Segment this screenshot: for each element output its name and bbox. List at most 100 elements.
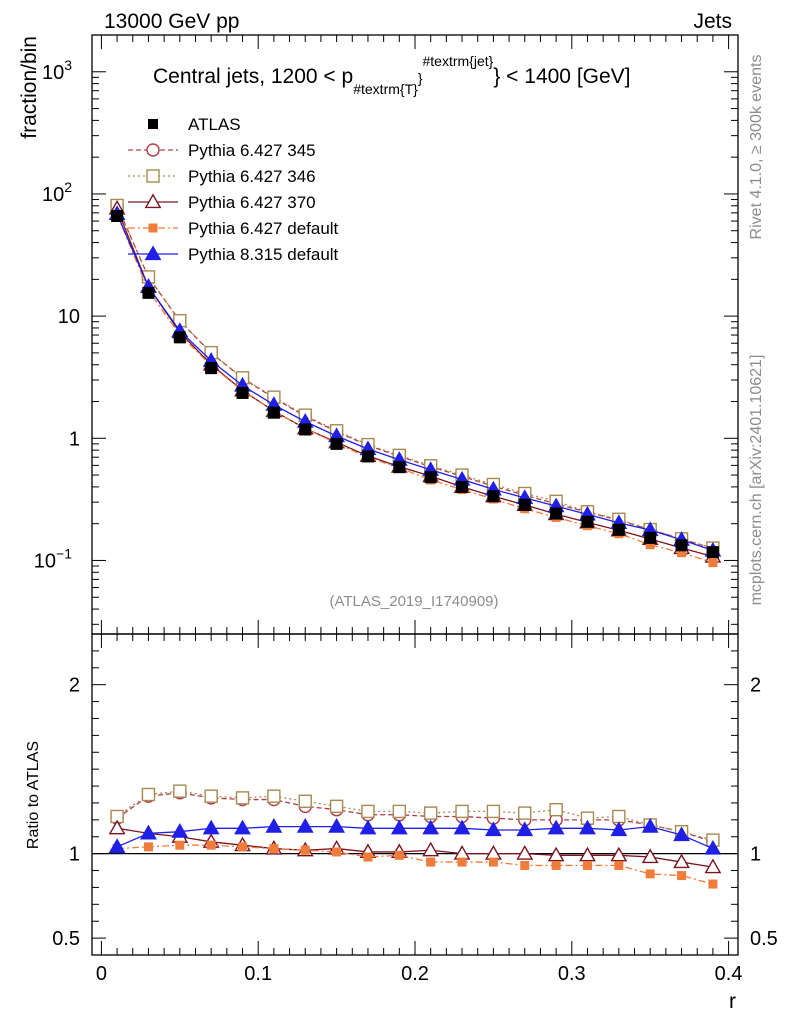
series-point-ratio-4 [359, 819, 377, 835]
series-point-ratio-1 [612, 809, 626, 824]
series-point-ratio-1 [549, 803, 563, 817]
y-tick-base: 10 [58, 306, 80, 328]
legend-label-2: Pythia 6.427 346 [188, 167, 316, 186]
data-point-atlas [675, 539, 688, 552]
header-process-label: 13000 GeV pp [104, 10, 239, 33]
x-axis-label: r [729, 990, 736, 1013]
data-point-atlas [142, 286, 155, 299]
y-axis-label-top: fraction/bin [18, 36, 41, 139]
y-axis-label-bottom: Ratio to ATLAS [25, 741, 42, 849]
data-point-atlas [424, 471, 437, 484]
series-point-ratio-1 [455, 804, 469, 819]
y-tick-label-top: 102 [42, 179, 72, 206]
series-point-ratio-1 [235, 791, 250, 805]
series-point-ratio-2 [547, 846, 565, 862]
series-point-ratio-1 [329, 799, 344, 814]
data-point-atlas [487, 490, 500, 503]
data-point-atlas [706, 546, 719, 559]
data-point-atlas [581, 515, 594, 528]
series-point-ratio-2 [484, 845, 502, 860]
mcplots-label: mcplots.cern.ch [arXiv:2401.10621] [748, 355, 765, 606]
x-tick-label: 0.1 [244, 963, 272, 985]
series-point-ratio-4 [296, 817, 314, 833]
series-point-ratio-3 [582, 860, 592, 870]
series-point-ratio-1 [423, 806, 438, 820]
series-point-ratio-1 [361, 804, 375, 819]
series-point-ratio-4 [108, 838, 126, 853]
series-point-ratio-4 [641, 817, 659, 833]
y-tick-label-bottom: 1 [69, 844, 80, 866]
series-point-ratio-3 [614, 860, 624, 870]
series-point-ratio-3 [332, 847, 342, 857]
series-point-ratio-4 [202, 819, 220, 835]
series-point-ratio-1 [486, 804, 501, 819]
series-point-ratio-3 [269, 844, 279, 854]
series-point-ratio-3 [426, 857, 436, 867]
series-point-ratio-4 [547, 819, 565, 835]
y-tick-exponent: 2 [64, 179, 72, 195]
legend-marker-3 [144, 193, 162, 209]
data-point-atlas [361, 450, 374, 463]
data-point-atlas [267, 406, 280, 419]
data-point-atlas [330, 437, 343, 450]
series-point-ratio-4 [610, 821, 628, 837]
series-point-ratio-4 [328, 817, 346, 833]
series-line-ratio-4 [116, 825, 714, 850]
title-tail: } < 1400 [GeV] [493, 65, 630, 88]
y-tick-label-bottom: 2 [69, 675, 80, 697]
legend-label-0: ATLAS [188, 115, 241, 134]
y-tick-base: 1 [69, 428, 80, 450]
series-line-top-3 [116, 214, 714, 564]
series-point-top-3 [645, 540, 655, 550]
legend-marker-4 [148, 223, 158, 233]
legend-label-1: Pythia 6.427 345 [188, 141, 316, 160]
legend-marker-5 [144, 245, 162, 261]
legend-marker-1 [146, 143, 160, 157]
data-point-atlas [644, 531, 657, 544]
series-point-ratio-4 [390, 819, 408, 835]
legend: ATLAS Pythia 6.427 345 Pythia 6.427 346 Pyt… [128, 115, 339, 264]
series-point-ratio-2 [108, 819, 126, 835]
rivet-version-label: Rivet 4.1.0, ≥ 300k events [748, 55, 765, 240]
series-point-ratio-4 [140, 824, 157, 840]
y-tick-label-bottom-right: 0.5 [750, 928, 778, 950]
series-point-ratio-4 [516, 821, 534, 837]
series-point-ratio-1 [141, 787, 156, 802]
data-point-atlas [612, 523, 625, 536]
series-point-ratio-3 [488, 857, 498, 867]
y-tick-base: 10 [34, 550, 56, 572]
series-point-ratio-2 [673, 853, 690, 869]
series-point-ratio-2 [704, 858, 722, 874]
legend-label-4: Pythia 6.427 default [188, 219, 339, 238]
data-point-atlas [550, 507, 563, 520]
y-tick-base: 10 [42, 184, 64, 206]
analysis-watermark: (ATLAS_2019_I1740909) [329, 593, 498, 610]
series-point-ratio-1 [173, 784, 187, 798]
series-point-ratio-4 [704, 839, 722, 855]
data-point-atlas [456, 480, 469, 493]
title-subscript: #textrm{T} [353, 81, 418, 97]
data-point-atlas [236, 386, 249, 399]
series-line-top-0 [116, 205, 714, 550]
series-point-ratio-1 [298, 794, 312, 808]
y-tick-label-top: 10 [58, 306, 80, 328]
data-point-atlas [393, 461, 406, 474]
data-point-atlas [173, 331, 186, 344]
y-tick-label-top: 10−1 [34, 545, 72, 572]
series-point-ratio-3 [520, 860, 530, 870]
series-line-ratio-3 [117, 844, 714, 885]
y-tick-label-top: 103 [42, 57, 72, 84]
series-point-ratio-3 [457, 857, 467, 867]
series-point-ratio-4 [234, 819, 251, 835]
legend-marker-0 [148, 119, 158, 129]
series-point-top-3 [708, 558, 718, 568]
title-superscript: #textrm{jet} [423, 53, 494, 69]
legend-marker-2 [146, 169, 160, 183]
series-point-ratio-3 [206, 840, 216, 850]
title-brace: } [418, 70, 423, 86]
series-point-ratio-1 [267, 789, 281, 803]
series-point-ratio-2 [579, 846, 596, 862]
series-point-ratio-2 [610, 846, 628, 862]
